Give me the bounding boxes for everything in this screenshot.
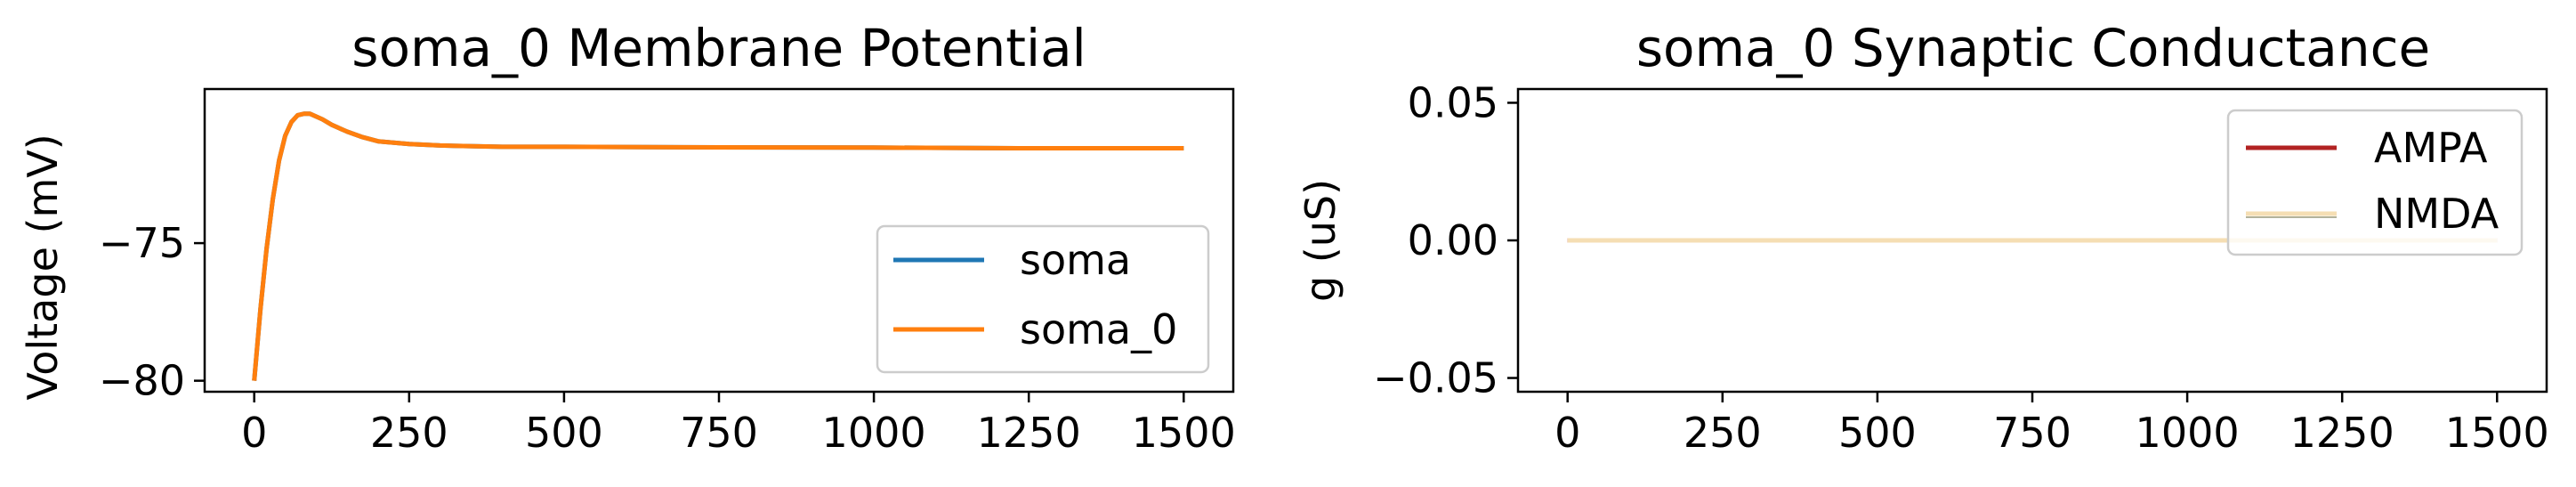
x-tick-label: 500 [525,409,603,457]
x-tick-label: 500 [1838,409,1917,457]
legend-label-NMDA: NMDA [2374,190,2499,238]
series-line-soma_0 [252,111,1184,381]
legend-label-soma_0: soma_0 [1020,305,1177,353]
x-tick-label: 250 [370,409,448,457]
x-tick-label: 1250 [2290,409,2394,457]
legend-label-AMPA: AMPA [2374,124,2488,172]
chart-title: soma_0 Membrane Potential [351,18,1086,78]
synaptic-conductance-panel: soma_0 Synaptic Conductance g (uS) 0 250 5… [1296,18,2549,457]
x-tick-label: 1000 [822,409,926,457]
x-tick-label: 1250 [977,409,1081,457]
chart-title: soma_0 Synaptic Conductance [1636,18,2430,78]
x-tick-label: 750 [1993,409,2071,457]
x-tick-label: 1000 [2136,409,2240,457]
legend-box [876,224,1210,374]
y-tick-label: 0.05 [1408,78,1498,126]
legend: AMPA NMDA [2226,109,2524,256]
x-tick-label: 1500 [1132,409,1236,457]
membrane-potential-panel: soma_0 Membrane Potential Voltage (mV) 0… [19,18,1236,457]
x-tick-label: 0 [1554,409,1580,457]
y-tick-label: −80 [99,357,185,405]
x-tick-label: 750 [680,409,758,457]
y-tick-label: 0.00 [1408,216,1498,264]
y-axis-label: g (uS) [1296,179,1345,302]
x-tick-label: 250 [1684,409,1762,457]
legend-label-soma: soma [1020,236,1131,284]
y-tick-label: −75 [99,219,185,267]
x-tick-label: 0 [241,409,267,457]
legend: soma soma_0 [876,224,1210,374]
y-axis-label: Voltage (mV) [19,134,67,400]
y-tick-label: −0.05 [1373,354,1498,402]
x-tick-label: 1500 [2445,409,2549,457]
